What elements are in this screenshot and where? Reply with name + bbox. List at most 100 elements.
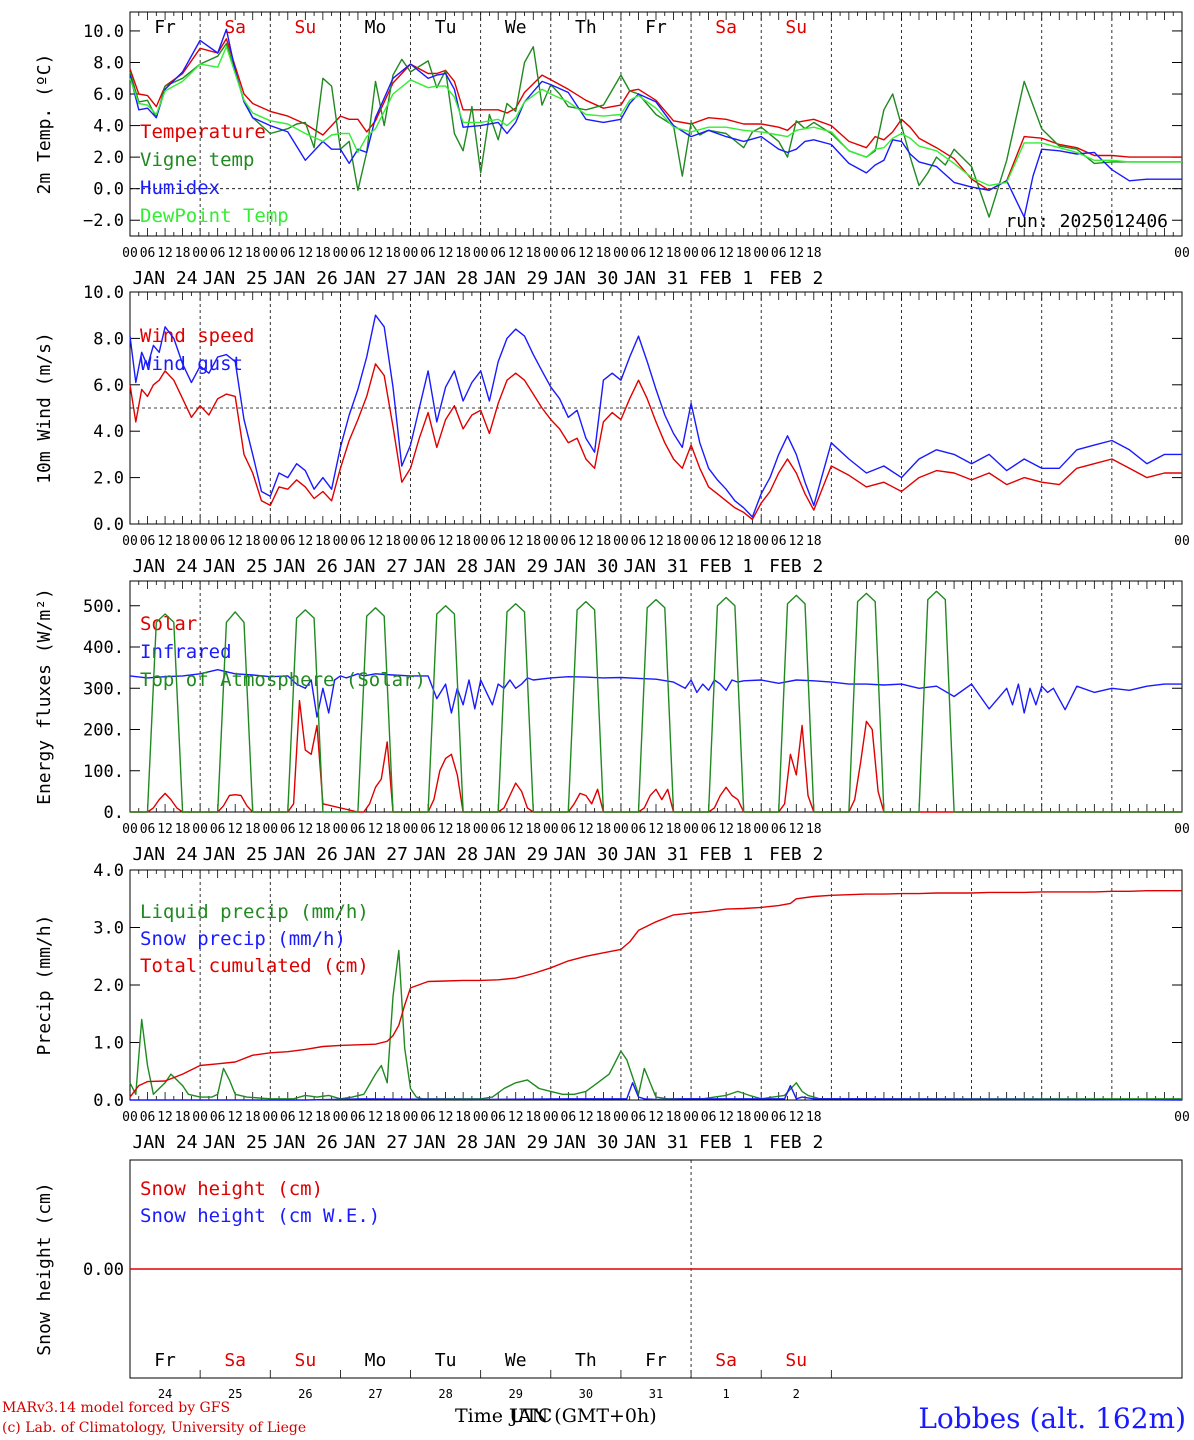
series-line-temp-1 (129, 42, 1182, 218)
hour-tick-label: 12 (438, 534, 454, 549)
hour-tick-label: 12 (578, 822, 594, 837)
date-tick-label: JAN 24 (133, 268, 198, 289)
date-tick-label: JAN 26 (273, 1132, 338, 1153)
hour-tick-label: 06 (490, 534, 506, 549)
hour-tick-label: 18 (175, 534, 191, 549)
hour-tick-label: 00 (473, 246, 489, 261)
hour-tick-label: 18 (385, 534, 401, 549)
legend-entry: Vigne temp (140, 149, 254, 171)
hour-tick-label: 06 (140, 822, 156, 837)
hour-tick-label: 12 (648, 822, 664, 837)
run-annotation: run: 2025012406 (1005, 211, 1168, 232)
y-tick-label: −2.0 (83, 211, 124, 231)
y-axis-label: Snow height (cm) (34, 1182, 55, 1355)
hour-tick-label: 00 (1174, 534, 1190, 549)
weekday-label: Su (785, 1350, 807, 1371)
hour-tick-label: 00 (333, 1110, 349, 1125)
hour-tick-label: 18 (806, 822, 822, 837)
hour-tick-label: 12 (157, 246, 173, 261)
hour-tick-label: 18 (385, 822, 401, 837)
time-axis-jan: JAN (510, 1405, 549, 1427)
weekday-label: Tu (435, 1350, 457, 1371)
legend-entry: Top of Atmosphere (Solar) (140, 669, 426, 691)
legend-entry: Humidex (140, 177, 220, 199)
legend-entry: Liquid precip (mm/h) (140, 901, 369, 923)
y-axis-label: Precip (mm/h) (34, 915, 55, 1056)
hour-tick-label: 12 (788, 822, 804, 837)
y-tick-label: 0. (104, 803, 124, 823)
date-tick-label: JAN 27 (343, 1132, 408, 1153)
hour-tick-label: 18 (455, 534, 471, 549)
hour-tick-label: 00 (473, 822, 489, 837)
series-line-precip-2 (129, 890, 1182, 1098)
hour-tick-label: 18 (455, 246, 471, 261)
short-date-label: 28 (438, 1387, 452, 1401)
y-tick-label: 2.0 (93, 976, 124, 996)
y-tick-label: 10.0 (83, 283, 124, 303)
hour-tick-label: 00 (473, 534, 489, 549)
plot-frame-energy (129, 580, 1183, 813)
y-axis-label: 2m Temp. (ºC) (34, 54, 55, 195)
hour-tick-label: 06 (280, 1110, 296, 1125)
hour-tick-label: 00 (613, 822, 629, 837)
date-tick-label: JAN 29 (483, 556, 548, 577)
hour-tick-label: 06 (210, 246, 226, 261)
short-date-label: 31 (649, 1387, 663, 1401)
legend-entry: Snow height (cm W.E.) (140, 1205, 380, 1227)
legend-entry: Solar (140, 613, 197, 635)
station-label: Lobbes (alt. 162m) (918, 1402, 1186, 1435)
weekday-label: Fr (154, 1350, 176, 1371)
hour-tick-label: 18 (666, 822, 682, 837)
hour-tick-label: 00 (192, 822, 208, 837)
time-axis-label: Time UTCJAN (GMT+0h) (455, 1405, 657, 1427)
y-tick-label: 0.00 (83, 1260, 124, 1280)
y-axis-label: 10m Wind (m/s) (34, 332, 55, 484)
hour-tick-label: 12 (788, 534, 804, 549)
hour-tick-label: 18 (175, 1110, 191, 1125)
date-tick-label: JAN 30 (553, 844, 618, 865)
credit-model: MARv3.14 model forced by GFS (2, 1400, 231, 1416)
hour-tick-label: 12 (578, 246, 594, 261)
y-tick-label: 500. (83, 597, 124, 617)
hour-tick-label: 00 (403, 534, 419, 549)
weekday-label: Mo (365, 17, 387, 38)
hour-tick-label: 00 (403, 246, 419, 261)
hour-tick-label: 12 (298, 1110, 314, 1125)
date-tick-label: JAN 28 (413, 844, 478, 865)
hour-tick-label: 06 (561, 534, 577, 549)
hour-tick-label: 18 (245, 246, 261, 261)
hour-tick-label: 00 (262, 822, 278, 837)
hour-tick-label: 18 (736, 534, 752, 549)
hour-tick-label: 00 (473, 1110, 489, 1125)
hour-tick-label: 00 (683, 246, 699, 261)
hour-tick-label: 06 (631, 822, 647, 837)
hour-tick-label: 00 (613, 534, 629, 549)
date-tick-label: JAN 27 (343, 556, 408, 577)
weekday-label: Th (575, 17, 597, 38)
hour-tick-label: 06 (701, 1110, 717, 1125)
hour-tick-label: 18 (525, 1110, 541, 1125)
hour-tick-label: 18 (385, 1110, 401, 1125)
hour-tick-label: 18 (596, 1110, 612, 1125)
hour-tick-label: 00 (543, 534, 559, 549)
weekday-label: Mo (365, 1350, 387, 1371)
weekday-label: Fr (154, 17, 176, 38)
hour-tick-label: 12 (508, 246, 524, 261)
y-tick-label: 100. (83, 762, 124, 782)
hour-tick-label: 00 (753, 246, 769, 261)
date-tick-label: JAN 30 (553, 268, 618, 289)
series-line-wind-1 (129, 314, 1182, 518)
date-tick-label: JAN 24 (133, 1132, 198, 1153)
weekday-label: Fr (645, 1350, 667, 1371)
hour-tick-label: 06 (350, 822, 366, 837)
y-tick-label: 400. (83, 638, 124, 658)
date-tick-label: JAN 31 (623, 1132, 688, 1153)
hour-tick-label: 18 (666, 246, 682, 261)
hour-tick-label: 06 (210, 534, 226, 549)
y-tick-label: 0.0 (93, 1091, 124, 1111)
hour-tick-label: 18 (455, 1110, 471, 1125)
date-tick-label: JAN 28 (413, 268, 478, 289)
hour-tick-label: 00 (683, 534, 699, 549)
hour-tick-label: 18 (455, 822, 471, 837)
